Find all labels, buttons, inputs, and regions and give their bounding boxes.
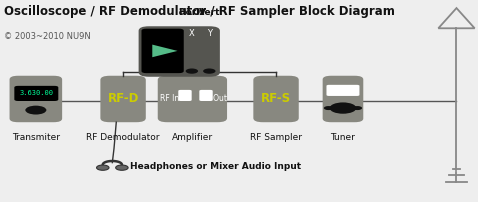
Text: 3.630.00: 3.630.00 xyxy=(19,90,54,96)
Text: RF-S: RF-S xyxy=(261,93,291,105)
FancyBboxPatch shape xyxy=(326,85,359,96)
FancyBboxPatch shape xyxy=(139,26,220,77)
FancyBboxPatch shape xyxy=(14,86,58,101)
Text: Headphones or Mixer Audio Input: Headphones or Mixer Audio Input xyxy=(130,162,302,171)
Text: RF Out: RF Out xyxy=(201,95,227,103)
FancyBboxPatch shape xyxy=(199,90,213,101)
FancyBboxPatch shape xyxy=(10,76,62,122)
FancyBboxPatch shape xyxy=(141,29,184,73)
Text: RF Sampler: RF Sampler xyxy=(250,133,302,142)
FancyBboxPatch shape xyxy=(253,76,299,122)
Text: Amplifier: Amplifier xyxy=(172,133,213,142)
Text: Tuner: Tuner xyxy=(330,133,356,142)
Polygon shape xyxy=(152,45,177,57)
Text: Vert: Vert xyxy=(198,8,220,17)
Circle shape xyxy=(203,68,216,74)
Circle shape xyxy=(97,165,109,170)
Circle shape xyxy=(330,102,357,114)
Circle shape xyxy=(25,106,46,115)
Text: RF In: RF In xyxy=(160,95,179,103)
Text: Horiz: Horiz xyxy=(179,8,205,17)
Circle shape xyxy=(116,165,128,170)
Text: Oscilloscope / RF Demodulator / RF Sampler Block Diagram: Oscilloscope / RF Demodulator / RF Sampl… xyxy=(4,5,395,18)
FancyBboxPatch shape xyxy=(323,76,363,122)
Circle shape xyxy=(185,68,198,74)
FancyBboxPatch shape xyxy=(158,76,227,122)
Text: X: X xyxy=(189,29,195,38)
Text: RF-D: RF-D xyxy=(108,93,139,105)
FancyBboxPatch shape xyxy=(100,76,146,122)
Circle shape xyxy=(324,106,333,110)
Circle shape xyxy=(353,106,362,110)
Text: © 2003~2010 NU9N: © 2003~2010 NU9N xyxy=(4,32,90,41)
Text: RF Demodulator: RF Demodulator xyxy=(87,133,160,142)
Text: Y: Y xyxy=(207,29,212,38)
FancyBboxPatch shape xyxy=(178,90,192,101)
Text: Transmiter: Transmiter xyxy=(12,133,60,142)
